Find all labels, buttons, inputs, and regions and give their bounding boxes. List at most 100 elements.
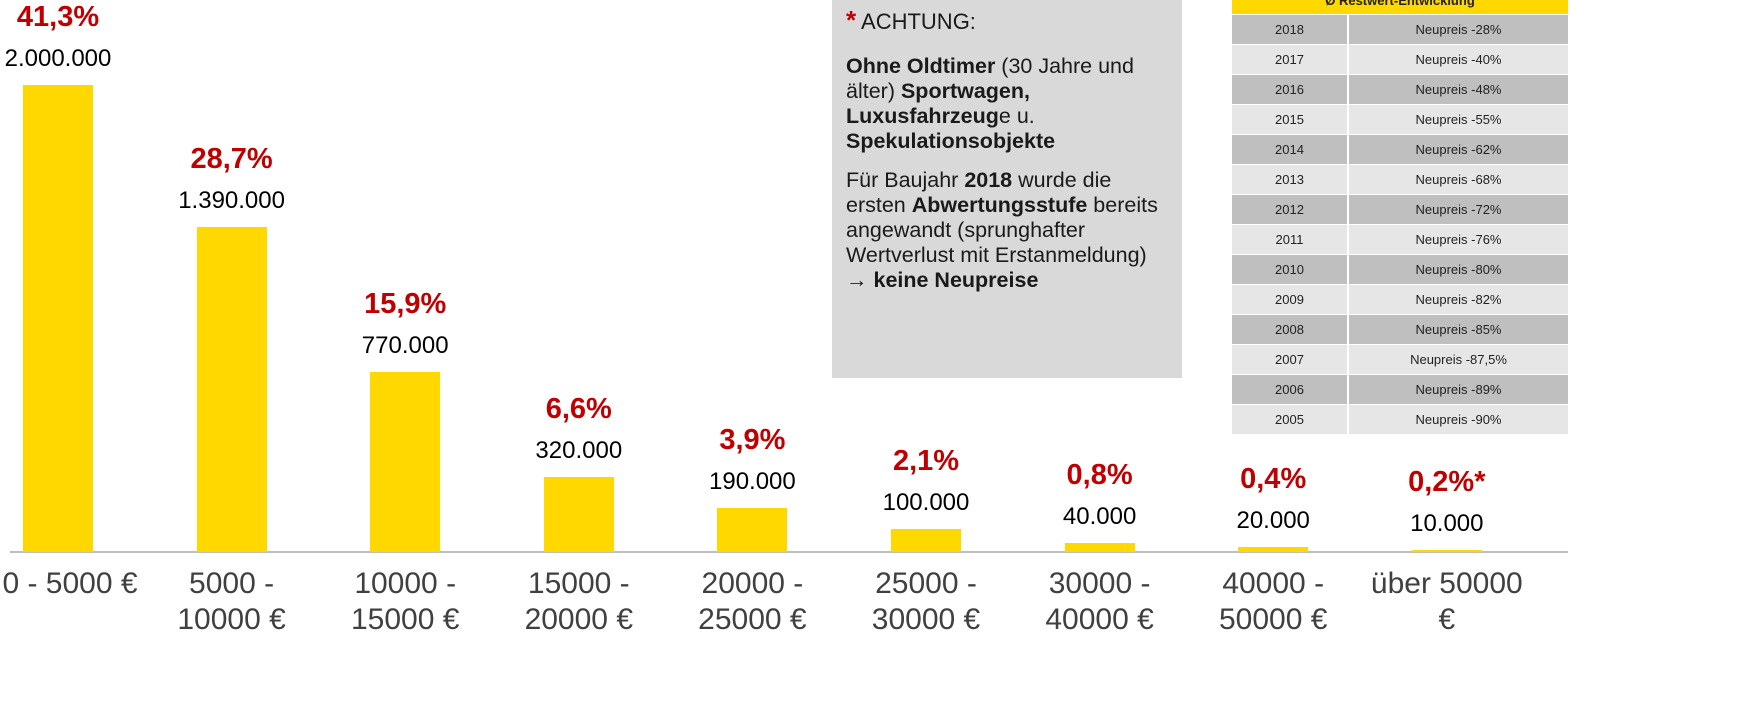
table-header: Ø Restwert-Entwicklung	[1232, 0, 1568, 15]
value-label: 100.000	[882, 488, 970, 516]
note-paragraph: Für Baujahr 2018 wurde die ersten Abwert…	[846, 168, 1168, 293]
note-text: Spekulationsobjekte	[846, 129, 1056, 153]
table-cell: 2009	[1232, 284, 1349, 315]
note-text: Sportwagen, Luxusfahrzeug	[846, 79, 1030, 128]
axis-line	[10, 551, 1568, 553]
share-label: 2,1%	[892, 444, 960, 477]
table-cell: Neupreis -82%	[1348, 284, 1568, 315]
table-cell: 2018	[1232, 14, 1349, 45]
note-paragraph: Ohne Oldtimer (30 Jahre und älter) Sport…	[846, 54, 1168, 154]
share-label: 15,9%	[364, 288, 447, 321]
table-cell: 2010	[1232, 254, 1349, 285]
table-cell: Neupreis -48%	[1348, 74, 1568, 105]
value-label: 10.000	[1410, 509, 1484, 537]
value-label: 320.000	[535, 437, 623, 465]
table-row: 2010 Neupreis -80%	[1232, 254, 1568, 285]
share-label: 28,7%	[190, 143, 273, 176]
table-row: 2009 Neupreis -82%	[1232, 284, 1568, 315]
table-row: 2007 Neupreis -87,5%	[1232, 344, 1568, 375]
bar	[370, 372, 441, 552]
share-label: 6,6%	[545, 393, 612, 426]
table-cell: 2005	[1232, 404, 1349, 435]
bar	[543, 477, 614, 552]
category-label: 10000 - 15000 €	[350, 567, 460, 636]
share-label: 41,3%	[16, 1, 100, 33]
value-label: 20.000	[1236, 507, 1310, 535]
category-label: 0 - 5000 €	[2, 567, 138, 600]
table-cell: Neupreis -72%	[1348, 194, 1568, 225]
table-row: 2018 Neupreis -28%	[1232, 14, 1568, 45]
note-text: keine Neupreise	[873, 268, 1039, 292]
category-label: 15000 - 20000 €	[524, 567, 634, 636]
value-label: 1.390.000	[178, 187, 285, 215]
value-label: 40.000	[1062, 502, 1137, 530]
share-label: 0,4%	[1240, 463, 1307, 496]
table-row: 2017 Neupreis -40%	[1232, 44, 1568, 75]
bar	[1238, 547, 1309, 552]
bar	[891, 528, 961, 552]
table-row: 2016 Neupreis -48%	[1232, 74, 1568, 105]
table-row: 2005 Neupreis -90%	[1232, 404, 1568, 435]
table-row: 2014 Neupreis -62%	[1232, 134, 1568, 165]
table-row: 2013 Neupreis -68%	[1232, 164, 1568, 195]
table-cell: Neupreis -55%	[1348, 104, 1568, 135]
table-row: 2008 Neupreis -85%	[1232, 314, 1568, 345]
share-label: 0,8%	[1066, 458, 1133, 491]
table-row: 2006 Neupreis -89%	[1232, 374, 1568, 405]
category-label: 5000 - 10000 €	[177, 567, 286, 636]
note-text: e u.	[998, 104, 1035, 128]
table-cell: 2013	[1232, 164, 1349, 195]
note-text: wurde die ersten	[846, 168, 1112, 217]
note-box: * ACHTUNG: Ohne Oldtimer (30 Jahre und ä…	[832, 0, 1182, 378]
note-heading: * ACHTUNG:	[846, 5, 1168, 35]
table-cell: Neupreis -89%	[1348, 374, 1568, 405]
table-cell: 2014	[1232, 134, 1349, 165]
table-cell: Neupreis -68%	[1348, 164, 1568, 195]
note-title: ACHTUNG:	[861, 9, 976, 34]
table-row: 2015 Neupreis -55%	[1232, 104, 1568, 135]
table-cell: 2006	[1232, 374, 1349, 405]
category-label: über 50000 €	[1370, 567, 1523, 636]
bar	[1411, 549, 1482, 552]
note-text: Für Baujahr	[846, 168, 965, 192]
bar	[196, 227, 267, 552]
residual-table: Ø Restwert-Entwicklung 2018 Neupreis -28%…	[1232, 0, 1568, 435]
note-text: Ohne Oldtimer	[846, 54, 996, 78]
category-label: 25000 - 30000 €	[871, 567, 981, 636]
table-cell: Neupreis -76%	[1348, 224, 1568, 255]
table-cell: 2017	[1232, 44, 1349, 75]
bar	[1064, 542, 1135, 552]
table-cell: Neupreis -87,5%	[1348, 344, 1568, 375]
table-cell: 2011	[1232, 224, 1349, 255]
table-row: 2012 Neupreis -72%	[1232, 194, 1568, 225]
table-cell: Neupreis -28%	[1348, 14, 1568, 45]
note-text: 2018	[964, 168, 1013, 192]
category-label: 40000 - 50000 €	[1218, 567, 1328, 636]
value-label: 770.000	[361, 332, 449, 360]
share-label: 0,2%*	[1408, 465, 1486, 498]
table-cell: Neupreis -80%	[1348, 254, 1568, 285]
table-cell: 2007	[1232, 344, 1349, 375]
bar	[717, 507, 788, 552]
table-cell: Neupreis -90%	[1348, 404, 1568, 435]
note-text: bereits angewandt (sprunghafter Wertverl…	[846, 193, 1158, 292]
table-cell: Neupreis -85%	[1348, 314, 1568, 345]
note-text: Abwertungsstufe	[911, 193, 1088, 217]
share-label: 3,9%	[719, 423, 786, 456]
category-label: 20000 - 25000 €	[698, 567, 807, 636]
bar	[23, 85, 93, 552]
table-cell: Neupreis -62%	[1348, 134, 1568, 165]
table-cell: Neupreis -40%	[1348, 44, 1568, 75]
table-cell: 2012	[1232, 194, 1349, 225]
table-cell: 2016	[1232, 74, 1349, 105]
table-row: 2011 Neupreis -76%	[1232, 224, 1568, 255]
note-marker: *	[846, 5, 857, 35]
category-label: 30000 - 40000 €	[1045, 567, 1154, 636]
table-cell: 2008	[1232, 314, 1349, 345]
note-text: (30 Jahre und älter)	[846, 54, 1134, 103]
table-cell: 2015	[1232, 104, 1349, 135]
value-label: 2.000.000	[4, 45, 112, 72]
table-title: Ø Restwert-Entwicklung	[1232, 0, 1568, 15]
value-label: 190.000	[709, 467, 796, 495]
